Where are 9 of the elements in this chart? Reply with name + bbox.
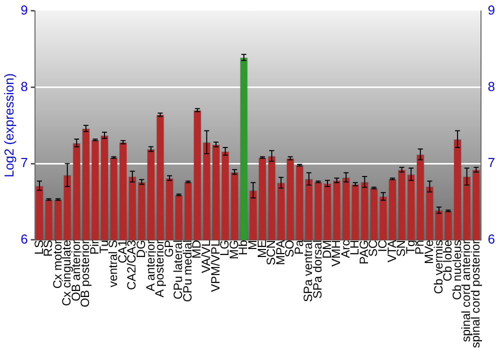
y2-tick-label: 8 xyxy=(488,78,496,94)
y-tick-label: 8 xyxy=(20,78,28,94)
y-tick-label: 6 xyxy=(20,232,28,247)
y-tick-label: 9 xyxy=(20,2,28,18)
y2-tick-label: 9 xyxy=(488,2,496,18)
y2-tick-label: 6 xyxy=(488,232,496,247)
y-axis-title: Log2 (expression) xyxy=(1,73,16,178)
y2-tick-label: 7 xyxy=(488,155,496,170)
y-tick-label: 7 xyxy=(20,155,28,170)
